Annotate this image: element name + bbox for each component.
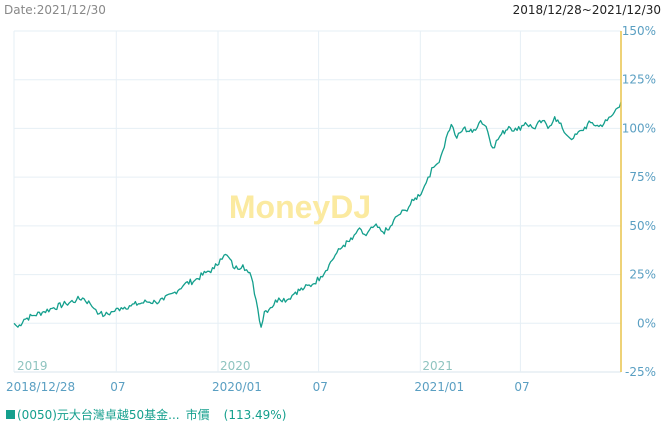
x-tick-label: 07 <box>313 380 328 394</box>
year-label: 2020 <box>220 359 251 373</box>
x-tick-label: 2018/12/28 <box>6 380 75 394</box>
legend-return: (113.49%) <box>223 407 287 422</box>
y-tick-label: 100% <box>622 121 656 135</box>
y-tick-label: 50% <box>629 219 656 233</box>
y-tick-label: 0% <box>637 316 656 330</box>
moneydj-watermark: MoneyDJ <box>229 189 371 225</box>
y-tick-label: 125% <box>622 73 656 87</box>
legend-metric: 市價 <box>185 408 210 422</box>
y-tick-label: 150% <box>622 24 656 38</box>
chart-legend: (0050)元大台灣卓越50基金... 市價 (113.49%) <box>6 406 286 423</box>
y-tick-label: -25% <box>625 365 656 379</box>
x-tick-label: 07 <box>110 380 125 394</box>
date-label: Date:2021/12/30 <box>4 3 106 17</box>
x-tick-label: 2020/01 <box>212 380 262 394</box>
y-tick-label: 75% <box>629 170 656 184</box>
series-line <box>13 101 622 328</box>
year-label: 2021 <box>422 359 453 373</box>
x-tick-label: 2021/01 <box>414 380 464 394</box>
y-tick-label: 25% <box>629 268 656 282</box>
year-label: 2019 <box>17 359 48 373</box>
x-tick-label: 07 <box>514 380 529 394</box>
legend-fund-name: (0050)元大台灣卓越50基金... <box>17 408 180 422</box>
date-range-label: 2018/12/28~2021/12/30 <box>512 3 661 17</box>
legend-swatch <box>6 410 15 419</box>
